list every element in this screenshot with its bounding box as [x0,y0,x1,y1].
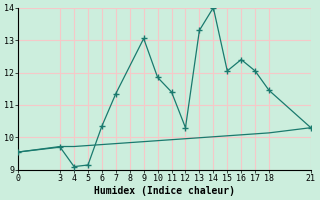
X-axis label: Humidex (Indice chaleur): Humidex (Indice chaleur) [94,186,235,196]
